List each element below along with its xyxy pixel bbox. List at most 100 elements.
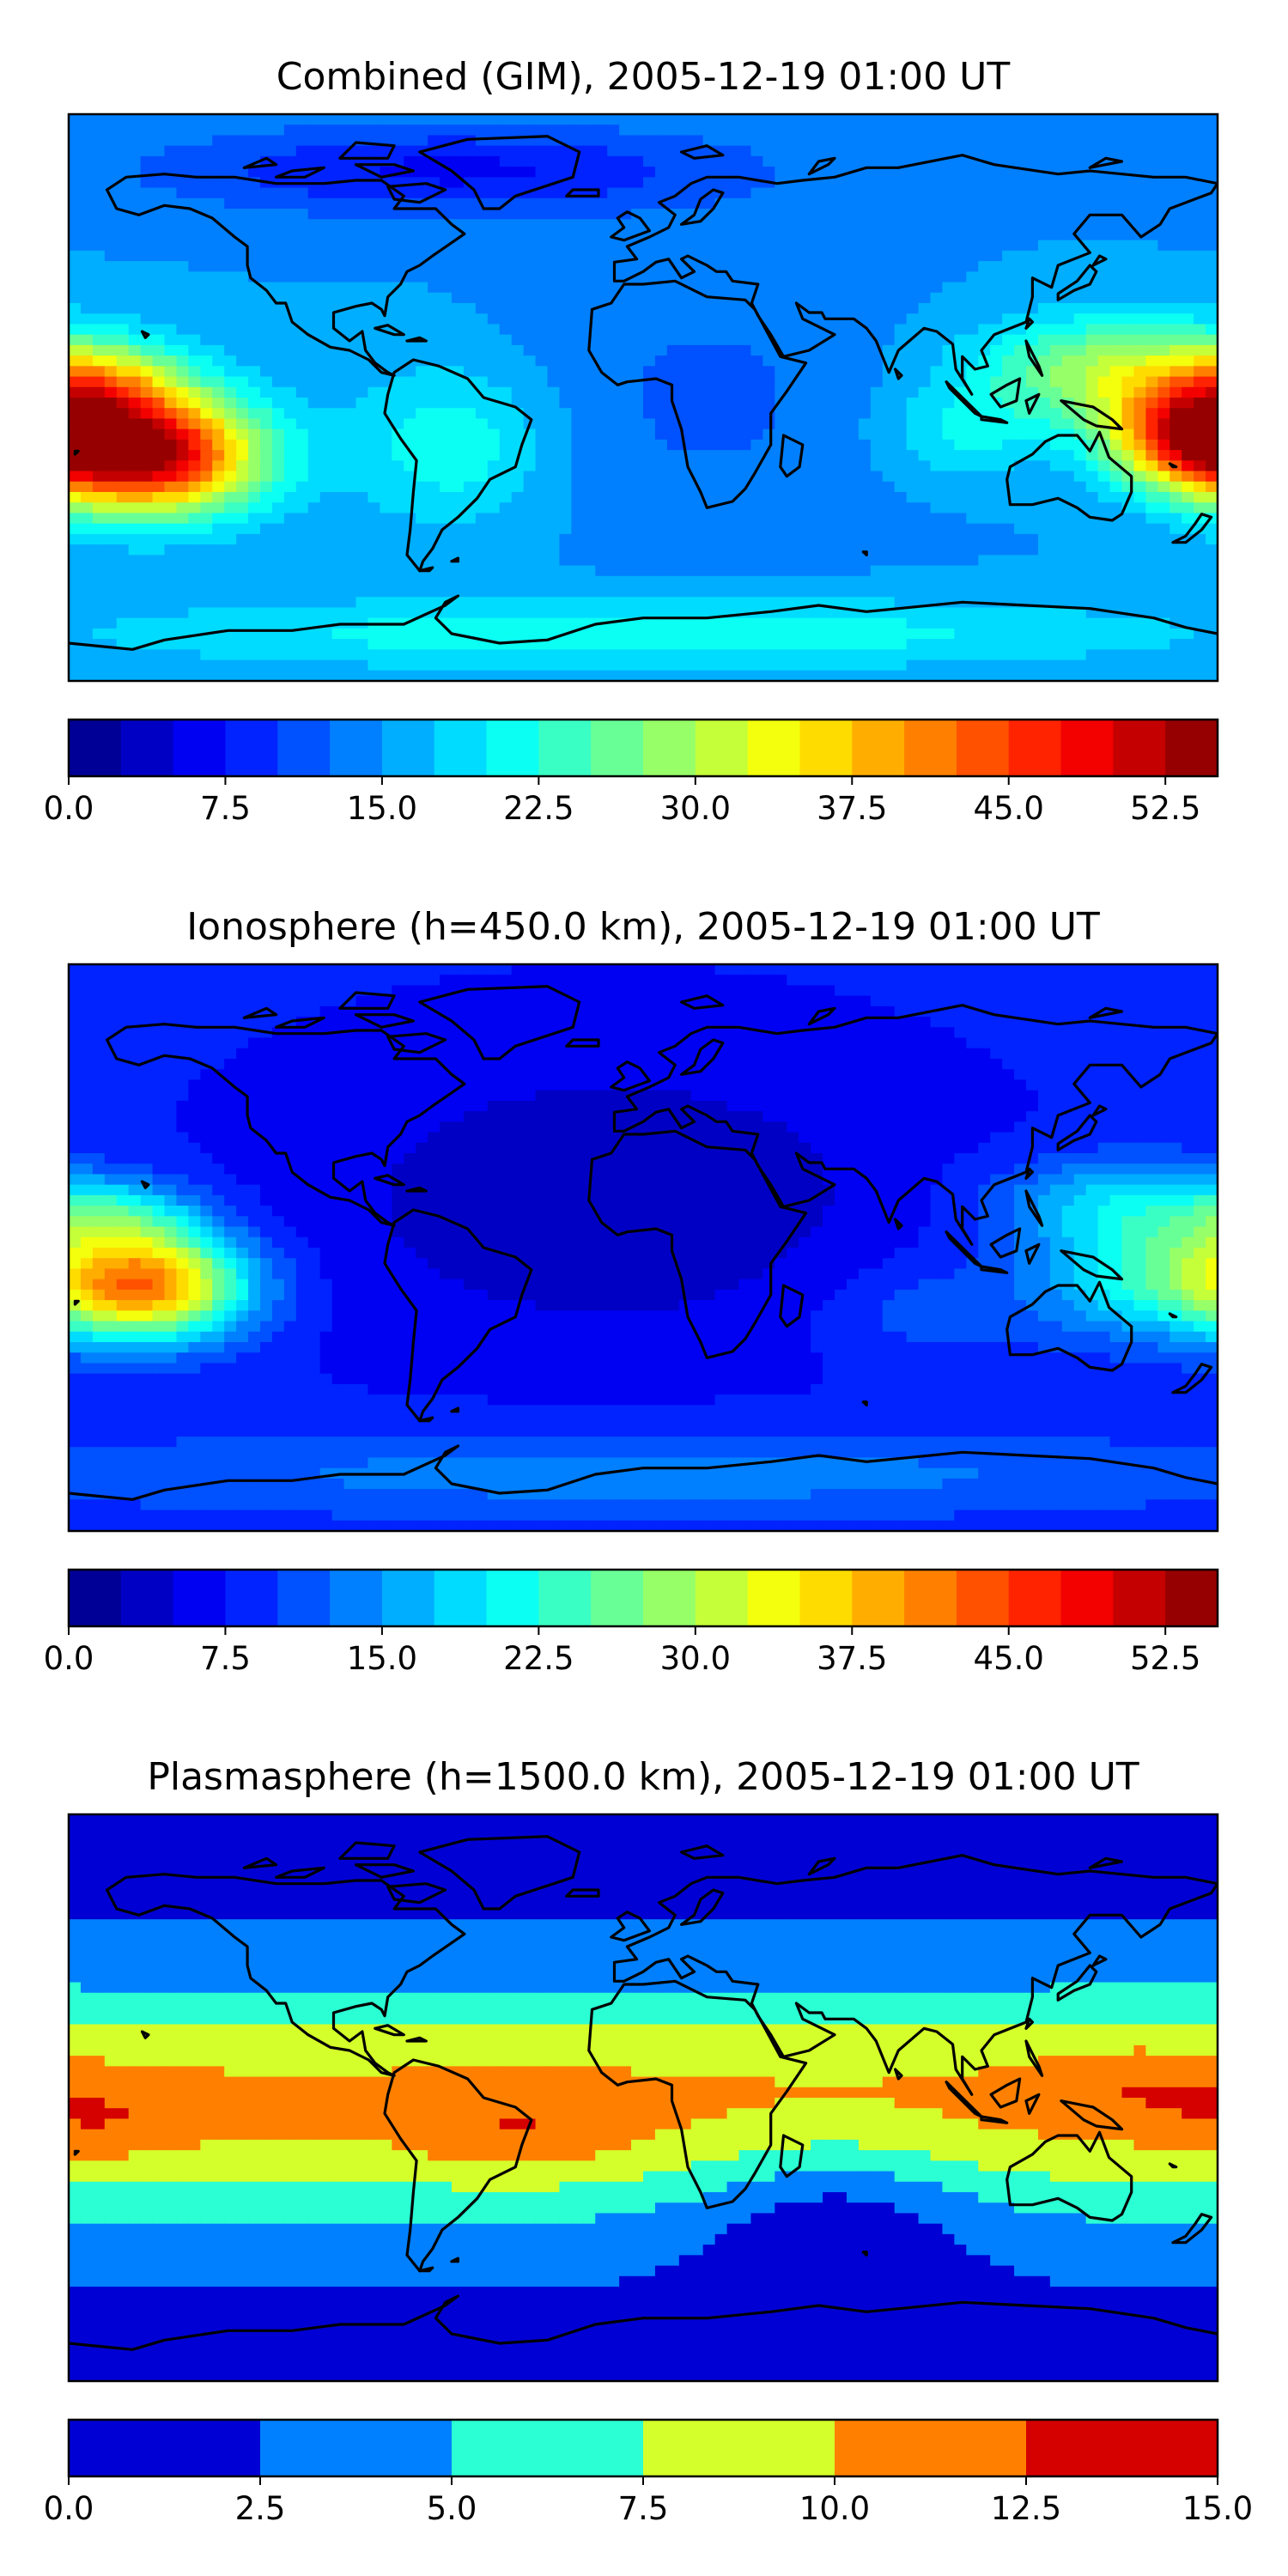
field-cell [775,229,787,241]
field-cell [140,250,154,262]
field-cell [1206,219,1218,231]
field-cell [487,628,501,640]
field-cell [1073,177,1087,189]
field-cell [678,492,692,503]
field-cell [799,492,811,503]
field-cell [1145,344,1158,356]
field-cell [702,649,716,661]
field-cell [92,209,106,220]
field-cell [331,187,345,199]
field-cell [631,617,644,629]
field-cell [882,240,896,252]
field-cell [224,376,237,388]
field-cell [882,376,896,388]
field-cell [463,386,477,398]
field-cell [714,344,728,356]
field-cell [260,481,273,493]
field-cell [954,303,967,314]
field-cell [607,366,620,378]
field-cell [428,229,440,241]
field-cell [547,439,561,451]
field-cell [404,386,416,398]
field-cell [775,187,787,199]
field-cell [236,261,249,272]
field-cell [307,240,321,252]
field-cell [164,481,178,493]
field-cell [906,219,920,231]
field-cell [69,145,82,157]
field-cell [942,649,955,661]
field-cell [380,471,392,483]
field-cell [355,450,369,461]
field-cell [80,197,94,210]
field-cell [260,271,273,283]
field-cell [954,324,967,336]
field-cell [212,292,225,304]
field-cell [283,334,297,346]
field-cell [380,544,392,556]
field-cell [978,513,991,525]
field-cell [811,229,823,241]
field-cell [416,376,428,388]
field-cell [1145,135,1158,147]
field-cell [69,481,82,493]
field-cell [906,334,920,346]
field-cell [846,565,860,577]
field-cell [1170,481,1182,493]
field-cell [248,167,261,178]
field-cell [1002,282,1015,294]
field-cell [1109,481,1123,493]
field-cell [787,334,799,346]
field-cell [295,428,309,440]
field-cell [319,145,333,157]
field-cell [355,229,369,241]
field-cell [595,555,608,567]
field-cell [978,313,991,325]
field-cell [930,628,944,640]
field-cell [200,439,213,451]
field-cell [1170,209,1182,220]
field-cell [416,544,428,556]
field-cell [104,565,118,577]
field-cell [152,282,166,294]
field-cell [224,324,237,336]
field-cell [811,617,823,629]
field-cell [499,219,513,231]
field-cell [1049,366,1063,378]
field-cell [236,114,249,125]
field-cell [894,460,908,472]
field-cell [1157,271,1170,283]
field-cell [283,135,297,147]
field-cell [224,187,237,199]
field-cell [835,408,848,420]
field-cell [607,628,620,640]
field-cell [1109,398,1123,409]
field-cell [164,324,178,336]
field-cell [846,282,860,294]
field-cell [678,544,692,556]
field-cell [882,544,896,556]
field-cell [1206,544,1218,556]
field-cell [882,439,896,451]
field-cell [978,649,991,661]
field-cell [1026,125,1039,137]
field-cell [882,177,896,189]
field-cell [1121,303,1135,314]
field-cell [392,334,404,346]
field-cell [823,145,835,157]
field-cell [882,628,896,640]
field-cell [104,229,118,241]
field-cell [1121,271,1135,283]
field-cell [511,418,525,430]
field-cell [654,555,668,567]
field-cell [882,492,896,503]
field-cell [523,125,537,137]
field-cell [428,450,440,461]
field-cell [1206,586,1218,598]
field-cell [762,428,775,440]
field-cell [906,523,920,535]
field-cell [283,617,297,629]
field-cell [607,334,620,346]
field-cell [1206,155,1218,167]
field-cell [295,209,309,220]
